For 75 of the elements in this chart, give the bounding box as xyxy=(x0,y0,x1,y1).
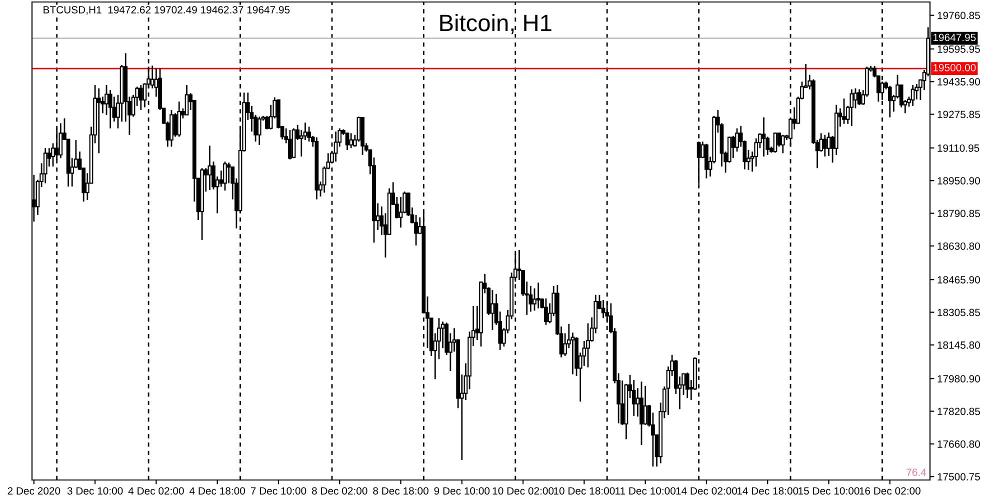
x-tick-label: 14 Dec 18:00 xyxy=(737,487,798,495)
candlestick xyxy=(43,147,48,184)
y-tick-label: 19110.95 xyxy=(938,144,980,152)
candlestick xyxy=(536,282,540,310)
candlestick xyxy=(643,385,648,426)
x-tick-label: 15 Dec 10:00 xyxy=(798,487,860,495)
candlestick xyxy=(842,98,846,125)
candlestick xyxy=(150,64,154,90)
candlestick xyxy=(108,89,112,130)
candlestick xyxy=(857,88,862,106)
ref-line-label: 19647.95 xyxy=(933,34,976,42)
candlestick xyxy=(826,132,831,157)
candlestick xyxy=(223,160,227,192)
candlestick xyxy=(288,129,292,160)
x-tick-label: 10 Dec 18:00 xyxy=(554,487,615,495)
candlestick xyxy=(356,116,361,142)
y-tick-label: 19760.85 xyxy=(938,12,980,20)
candlestick xyxy=(398,196,403,228)
candlestick xyxy=(490,289,494,331)
candlestick xyxy=(138,84,143,111)
candlestick xyxy=(173,112,178,138)
y-tick-label: 18950.90 xyxy=(938,177,980,184)
candlestick xyxy=(822,134,827,158)
annotation: BTCUSD,H1 19472.62 19702.49 19462.37 19647.95 xyxy=(44,6,290,15)
annotation: 76.4 xyxy=(906,468,926,476)
y-tick-label: 18305.85 xyxy=(938,308,980,316)
candlestick xyxy=(685,372,690,399)
candlestick xyxy=(601,299,606,319)
x-tick-label: 16 Dec 02:00 xyxy=(860,487,920,495)
candlestick xyxy=(208,144,212,191)
candlestick xyxy=(632,379,636,417)
candlestick xyxy=(257,116,262,146)
candlestick xyxy=(780,134,785,154)
candlestick xyxy=(544,298,548,326)
y-tick-label: 19435.90 xyxy=(938,78,980,86)
y-tick-label: 17500.75 xyxy=(938,473,980,480)
candlestick xyxy=(265,115,269,130)
y-tick-label: 18465.90 xyxy=(938,276,980,284)
x-tick-label: 4 Dec 02:00 xyxy=(128,487,184,495)
candlestick xyxy=(888,85,892,118)
y-tick-label: 18145.80 xyxy=(938,341,980,349)
candlestick xyxy=(307,126,311,142)
x-tick-label: 10 Dec 02:00 xyxy=(492,487,554,495)
x-tick-label: 11 Dec 10:00 xyxy=(616,487,676,495)
y-tick-label: 19275.85 xyxy=(938,110,980,118)
candlestick xyxy=(414,214,418,246)
candlestick xyxy=(104,84,108,116)
candlestick xyxy=(184,84,189,116)
candlestick xyxy=(345,132,350,151)
x-tick-label: 7 Dec 10:00 xyxy=(250,487,306,495)
x-tick-label: 9 Dec 10:00 xyxy=(434,487,490,495)
candlestick xyxy=(58,122,63,159)
candlestick xyxy=(850,88,854,127)
y-tick-label: 17660.80 xyxy=(938,440,980,448)
candlestick xyxy=(349,132,354,149)
x-tick-label: 4 Dec 18:00 xyxy=(189,487,246,495)
candlestick xyxy=(528,285,533,312)
candlestick xyxy=(762,116,766,158)
x-tick-label: 14 Dec 02:00 xyxy=(676,487,738,495)
candlestick xyxy=(177,100,182,138)
y-tick-label: 17820.85 xyxy=(938,408,980,416)
candlestick xyxy=(773,132,778,154)
chart-title: Bitcoin, H1 xyxy=(440,14,552,34)
x-tick-label: 3 Dec 10:00 xyxy=(67,487,123,495)
candlestick xyxy=(910,84,915,107)
y-tick-label: 19595.95 xyxy=(938,45,980,53)
y-tick-label: 17980.90 xyxy=(938,375,980,382)
x-tick-label: 2 Dec 2020 xyxy=(8,487,60,495)
x-tick-label: 8 Dec 02:00 xyxy=(312,487,368,495)
ref-line-label: 19500.00 xyxy=(933,64,976,72)
y-tick-label: 18630.80 xyxy=(938,242,980,250)
y-tick-label: 18790.85 xyxy=(938,210,980,218)
candlestick xyxy=(96,88,101,154)
x-tick-label: 8 Dec 18:00 xyxy=(373,487,428,495)
candlestick xyxy=(731,135,736,159)
